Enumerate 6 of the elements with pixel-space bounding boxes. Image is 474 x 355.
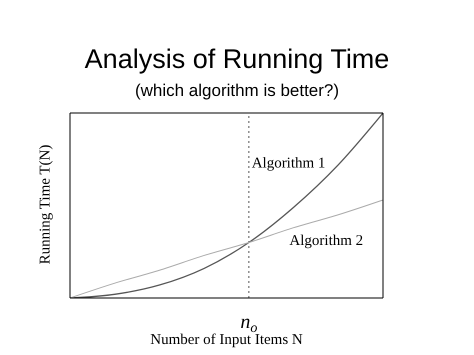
x-axis-title: Number of Input Items N bbox=[149, 332, 304, 349]
chart-subtitle: (which algorithm is better?) bbox=[134, 81, 340, 101]
y-axis-title: Running Time T(N) bbox=[38, 143, 54, 266]
chart-title: Analysis of Running Time bbox=[84, 44, 390, 75]
series-label: Algorithm 2 bbox=[289, 232, 364, 249]
series-label: Algorithm 1 bbox=[252, 155, 326, 172]
